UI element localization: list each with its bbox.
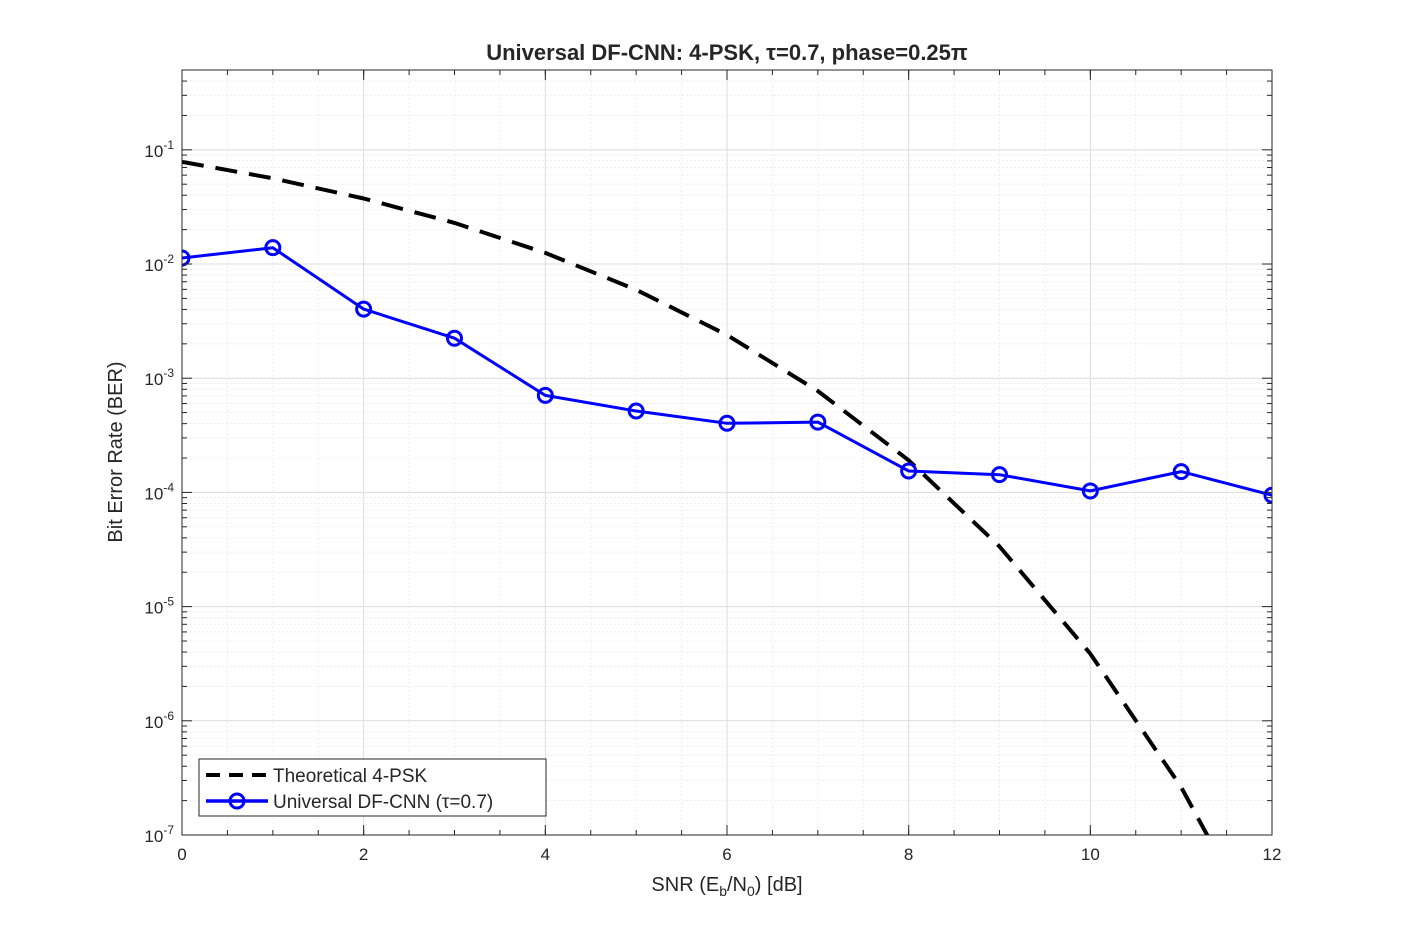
series-layer xyxy=(182,159,1272,835)
x-tick-label: 2 xyxy=(359,845,368,864)
x-tick-label: 0 xyxy=(177,845,186,864)
y-tick-label-base: 10 xyxy=(144,142,163,161)
legend-label-theoretical: Theoretical 4-PSK xyxy=(273,766,428,787)
y-tick-label: 10-7 xyxy=(144,823,174,846)
data-point-1-4 xyxy=(536,386,554,404)
x-axis-label: SNR (Eb/N0) [dB] xyxy=(651,874,802,899)
data-point-1-3 xyxy=(446,329,463,347)
data-point-1-0 xyxy=(182,249,191,267)
y-tick-label-base: 10 xyxy=(144,370,163,389)
y-tick-label-base: 10 xyxy=(144,599,163,618)
legend: Theoretical 4-PSK Universal DF-CNN (τ=0.… xyxy=(198,758,547,817)
data-point-1-10 xyxy=(1081,482,1099,500)
data-point-1-7 xyxy=(809,413,827,431)
legend-box xyxy=(198,758,547,817)
x-axis-label-mid: /N xyxy=(727,874,747,896)
x-axis-label-prefix: SNR (E xyxy=(651,874,719,896)
y-tick-label: 10-4 xyxy=(144,480,174,503)
legend-label-dfcnn: Universal DF-CNN (τ=0.7) xyxy=(273,792,493,813)
y-tick-label-exponent: -4 xyxy=(163,480,174,494)
x-tick-label: 8 xyxy=(904,845,913,864)
y-tick-label-base: 10 xyxy=(144,484,163,503)
y-tick-label-exponent: -5 xyxy=(163,595,174,609)
y-tick-label-exponent: -7 xyxy=(163,823,174,837)
data-point-1-9 xyxy=(991,466,1008,484)
y-tick-label: 10-5 xyxy=(144,595,174,618)
x-axis-label-sub-b: b xyxy=(719,883,727,899)
x-axis-label-sub-0: 0 xyxy=(747,883,755,899)
data-point-1-12 xyxy=(1263,486,1272,504)
y-tick-labels: 10-710-610-510-410-310-210-1 xyxy=(144,138,174,846)
y-tick-label: 10-1 xyxy=(144,138,174,161)
x-tick-label: 12 xyxy=(1263,845,1282,864)
chart-title: Universal DF-CNN: 4-PSK, τ=0.7, phase=0.… xyxy=(486,40,968,65)
y-tick-label: 10-2 xyxy=(144,252,174,275)
y-tick-label: 10-3 xyxy=(144,366,174,389)
x-tick-label: 4 xyxy=(541,845,550,864)
series-line-0 xyxy=(182,159,1210,835)
legend-marker-dfcnn xyxy=(228,792,246,810)
data-point-1-2 xyxy=(355,300,373,318)
x-tick-labels: 0 2 4 6 8 10 12 xyxy=(177,845,1281,864)
x-axis-label-suffix: ) [dB] xyxy=(755,874,803,896)
data-point-1-11 xyxy=(1172,463,1190,481)
y-tick-label-exponent: -2 xyxy=(163,252,174,266)
data-point-1-5 xyxy=(627,402,645,420)
y-tick-label-exponent: -6 xyxy=(163,709,174,723)
y-axis-label: Bit Error Rate (BER) xyxy=(105,361,127,542)
y-tick-label-base: 10 xyxy=(144,256,163,275)
data-point-1-6 xyxy=(718,414,736,432)
y-tick-label-base: 10 xyxy=(144,713,163,732)
y-tick-label-base: 10 xyxy=(144,827,163,846)
y-tick-label-exponent: -3 xyxy=(163,366,174,380)
x-tick-label: 6 xyxy=(722,845,731,864)
series-line-1 xyxy=(182,246,1272,497)
x-tick-label: 10 xyxy=(1081,845,1100,864)
axis-ticks xyxy=(181,70,1273,836)
y-tick-label: 10-6 xyxy=(144,709,174,732)
data-point-1-8 xyxy=(900,462,918,480)
y-tick-label-exponent: -1 xyxy=(163,138,174,152)
data-point-1-1 xyxy=(264,239,282,257)
